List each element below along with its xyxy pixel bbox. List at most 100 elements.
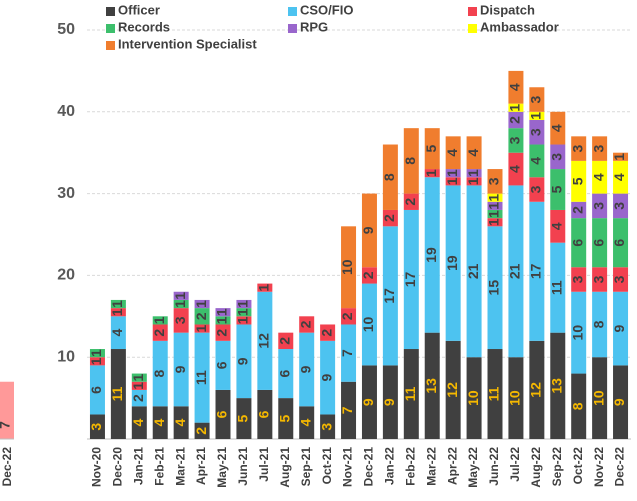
x-tick-label: Dec-21 [362, 447, 376, 487]
bar-segment [445, 185, 461, 341]
data-label: 1 [130, 382, 146, 390]
data-label: 4 [297, 419, 313, 427]
x-tick-label: Jul-22 [508, 447, 522, 482]
data-label: 7 [0, 421, 13, 429]
bar-segment [550, 332, 566, 439]
data-label: 2 [507, 116, 523, 124]
x-tick-label: Jun-22 [487, 447, 501, 486]
data-label: 1 [465, 177, 481, 185]
bar-segment [257, 389, 273, 439]
bar-segment [592, 218, 608, 268]
bar-segment [571, 373, 587, 439]
data-label: 1 [528, 112, 544, 120]
bar-segment [299, 316, 315, 333]
data-label: 9 [381, 398, 397, 406]
data-label: 3 [172, 316, 188, 324]
data-label: 1 [214, 316, 230, 324]
data-label: 1 [235, 316, 251, 324]
legend-label: CSO/FIO [300, 2, 353, 17]
data-label: 5 [569, 177, 585, 185]
bar-segment [194, 308, 210, 325]
bar-segment [215, 389, 231, 439]
bar-segment [613, 365, 629, 439]
data-label: 10 [507, 390, 523, 406]
data-label: 9 [611, 324, 627, 332]
data-label: 1 [172, 292, 188, 300]
bar-segment [613, 152, 629, 161]
bar-segment [529, 144, 545, 178]
x-tick-label: Sep-22 [550, 447, 564, 487]
data-label: 1 [193, 324, 209, 332]
data-label: 13 [548, 378, 564, 394]
data-label: 5 [235, 414, 251, 422]
data-label: 4 [590, 173, 606, 181]
data-label: 5 [276, 414, 292, 422]
bar-segment [236, 299, 252, 309]
bar-segment [236, 398, 252, 439]
data-label: 7 [339, 406, 355, 414]
bar-segment [613, 267, 629, 292]
data-label: 5 [548, 185, 564, 193]
bar-segment [382, 209, 398, 227]
bar-segment [550, 242, 566, 333]
data-label: 8 [381, 173, 397, 181]
bar-segment [592, 357, 608, 439]
data-label: 4 [130, 419, 146, 427]
bar-segment [403, 128, 419, 194]
bar-segment [173, 299, 189, 309]
bar-segment [236, 316, 252, 325]
data-label: 3 [318, 423, 334, 431]
bar-segment [110, 316, 126, 350]
data-label: 3 [590, 145, 606, 153]
data-label: 10 [465, 390, 481, 406]
data-label: 4 [444, 149, 460, 157]
bar-segment [445, 169, 461, 178]
data-label: 3 [507, 136, 523, 144]
x-tick-label: Oct-21 [320, 447, 334, 485]
bar-segment [550, 111, 566, 145]
data-label: 1 [611, 153, 627, 161]
bar-segment [89, 365, 105, 415]
bar-segment [110, 349, 126, 439]
legend-swatch [288, 24, 297, 33]
data-label: 2 [297, 320, 313, 328]
data-label: 21 [507, 263, 523, 279]
legend-label: Intervention Specialist [118, 36, 257, 51]
bar-segment [571, 136, 587, 161]
data-label: 8 [151, 369, 167, 377]
bar-segment [194, 299, 210, 309]
bar-segment [215, 324, 231, 341]
bar-segment [173, 308, 189, 333]
x-tick-label: Jun-21 [236, 447, 250, 486]
bar-segment [487, 193, 503, 202]
bar-segment [194, 422, 210, 439]
data-label: 2 [193, 312, 209, 320]
data-label: 1 [444, 169, 460, 177]
data-label: 10 [360, 316, 376, 332]
bar-segment [361, 365, 377, 439]
bar-segment [613, 218, 629, 268]
data-label: 11 [109, 386, 125, 401]
bar-segment [320, 340, 336, 415]
legend-label: Dispatch [480, 2, 535, 17]
data-label: 6 [256, 410, 272, 418]
data-label: 1 [423, 169, 439, 177]
data-label: 1 [214, 308, 230, 316]
data-label: 10 [569, 325, 585, 341]
data-label: 4 [507, 165, 523, 173]
bar-segment [571, 267, 587, 292]
data-label: 4 [151, 419, 167, 427]
bar-segment [508, 152, 524, 186]
data-label: 11 [402, 386, 418, 401]
bar-segment [529, 340, 545, 439]
bar [0, 381, 14, 439]
data-label: 12 [256, 333, 272, 349]
bar-segment [550, 144, 566, 170]
data-label: 3 [569, 145, 585, 153]
data-label: 13 [423, 378, 439, 394]
data-label: 19 [444, 255, 460, 271]
data-label: 1 [88, 349, 104, 357]
data-label: 1 [486, 210, 502, 218]
bar-segment [571, 218, 587, 268]
x-tick-label: May-21 [215, 447, 229, 488]
